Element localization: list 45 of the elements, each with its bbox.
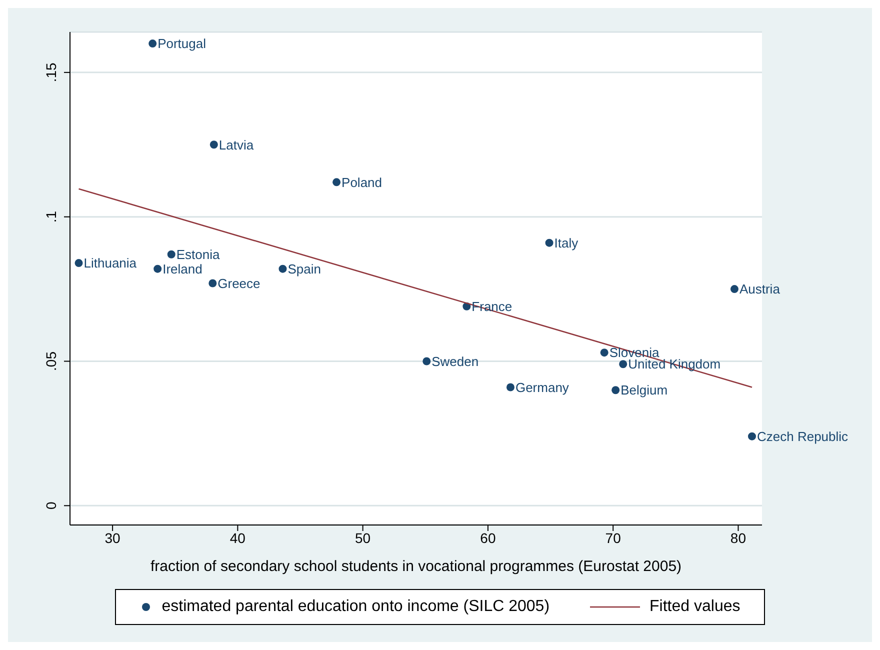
annotation: Greece: [218, 276, 260, 291]
annotation: Lithuania: [84, 256, 138, 271]
annotation: Portugal: [158, 36, 206, 52]
x-axis-title: fraction of secondary school students in vocational programmes (Eurostat 2005): [150, 558, 682, 575]
annotation: United Kingdom: [628, 356, 721, 372]
point: [545, 238, 554, 247]
point: [278, 264, 287, 273]
x-tick-label: 60: [480, 530, 496, 546]
annotation: Austria: [739, 282, 781, 297]
point: [506, 383, 514, 392]
annotation: France: [472, 298, 512, 314]
annotation: Spain: [288, 261, 321, 276]
point: [619, 360, 628, 368]
annotation: Italy: [554, 235, 579, 250]
legend-label: Fitted values: [650, 598, 740, 616]
point: [730, 285, 738, 294]
annotation: Germany: [515, 380, 570, 395]
point: [74, 259, 83, 268]
x-tick-label: 50: [355, 530, 371, 546]
y-tick-label: .1: [43, 210, 59, 223]
point: [748, 432, 756, 440]
annotation: Sweden: [432, 354, 479, 369]
annotation: Poland: [342, 174, 382, 190]
point: [600, 348, 608, 357]
annotation: Belgium: [620, 382, 668, 398]
x-tick-label: 80: [730, 530, 746, 546]
y-tick-label: .15: [43, 62, 59, 82]
point: [148, 40, 157, 48]
annotation: Czech Republic: [756, 428, 849, 444]
point: [208, 279, 217, 288]
point: [612, 386, 620, 394]
legend-label: estimated parental education onto income (SILC 2005): [162, 598, 550, 616]
point: [332, 178, 341, 186]
x-tick-label: 30: [104, 530, 121, 546]
annotation: Estonia: [176, 247, 220, 262]
y-tick-label: .05: [43, 351, 59, 371]
point: [154, 264, 162, 273]
point: [167, 250, 176, 258]
annotation: Latvia: [218, 137, 254, 152]
point: [422, 357, 431, 366]
x-tick-label: 70: [605, 530, 622, 546]
y-tick-label: 0: [43, 502, 59, 510]
x-tick-label: 40: [230, 530, 246, 546]
point: [210, 140, 218, 149]
annotation: Ireland: [162, 261, 202, 276]
